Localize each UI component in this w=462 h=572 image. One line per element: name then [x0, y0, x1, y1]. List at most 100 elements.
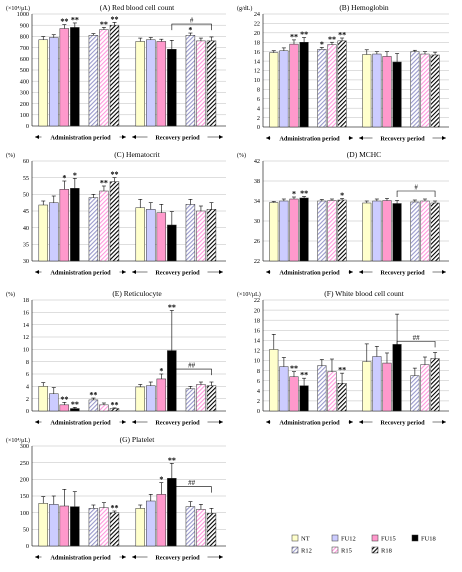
bar: [38, 39, 48, 127]
y-tick-label: 12: [23, 334, 29, 341]
legend-label: FU12: [341, 536, 356, 543]
period-label: Administration period: [50, 419, 111, 426]
bar: [392, 203, 402, 262]
period-label-bg: [270, 417, 349, 426]
arrow-head-left: [35, 555, 39, 559]
significance-label: **: [71, 400, 79, 409]
bar: [299, 385, 309, 412]
arrow-head-right: [349, 136, 353, 140]
bracket-label: ##: [188, 479, 196, 487]
comparison-bracket: [396, 341, 436, 348]
chart-panel: (×10⁴/μL) (A) Red blood cell count 0 100 200…: [6, 3, 226, 141]
arrow-head-right: [219, 135, 223, 139]
bar: [88, 508, 99, 547]
legend-swatch: [291, 546, 299, 554]
arrow-head-right: [122, 270, 126, 274]
y-tick-label: 0: [26, 408, 29, 415]
bracket-label: #: [190, 17, 194, 25]
y-tick-label: 10: [23, 347, 29, 354]
bar: [206, 40, 217, 127]
significance-label: **: [89, 391, 97, 400]
arrow-head-right: [219, 555, 223, 559]
period-label-bg: [372, 133, 433, 142]
y-tick-label: 8: [26, 359, 29, 366]
bar: [372, 356, 382, 412]
y-tick-label: 16: [254, 327, 260, 334]
bar: [99, 507, 109, 547]
chart-panel: (×10⁴/μL) (G) Platelet 0 50 100 150 200 250 300 *…: [6, 435, 226, 561]
y-tick-label: 18: [23, 297, 29, 304]
arrow-head-left: [35, 135, 39, 139]
significance-label: **: [71, 15, 79, 24]
significance-label: *: [320, 40, 324, 49]
arrow-head-left: [132, 555, 136, 559]
significance-label: **: [338, 366, 346, 375]
arrow-head-left: [132, 135, 136, 139]
period-label-bg: [372, 417, 433, 426]
bar: [185, 506, 196, 547]
bar: [430, 54, 440, 128]
legend-label: FU18: [421, 536, 436, 543]
period-label: Administration period: [50, 269, 111, 276]
arrow-head-left: [266, 420, 270, 424]
y-axis-label: (%): [6, 291, 15, 298]
period-label: Administration period: [50, 134, 111, 141]
chart-panel: (%) (E) Reticulocyte024681012141618******…: [6, 289, 226, 426]
arrow-head-left: [266, 136, 270, 140]
bar: [269, 52, 279, 128]
chart-title: (G) Platelet: [120, 435, 156, 444]
y-tick-label: 500: [20, 67, 29, 74]
bar: [135, 386, 145, 412]
y-tick-label: 300: [20, 443, 29, 450]
bar: [146, 500, 156, 547]
legend-label: R15: [341, 548, 352, 555]
bar: [99, 190, 109, 262]
bar: [420, 364, 430, 412]
bar: [196, 210, 206, 262]
bar: [196, 384, 206, 412]
legend-label: R18: [381, 548, 392, 555]
bar: [70, 506, 80, 547]
bar: [88, 399, 99, 412]
y-tick-label: 2: [257, 398, 260, 405]
period-label: Recovery period: [380, 269, 425, 276]
period-label: Administration period: [50, 554, 111, 561]
bar: [167, 49, 177, 127]
bar: [410, 201, 420, 262]
y-tick-label: 100: [20, 510, 29, 517]
legend-swatch: [371, 534, 379, 542]
y-tick-label: 0: [26, 123, 29, 130]
y-tick-label: 50: [23, 527, 29, 534]
period-label-bg: [147, 552, 208, 561]
y-tick-label: 35: [23, 242, 29, 249]
legend-swatch: [371, 546, 379, 554]
y-axis-label: (g/dL): [237, 5, 252, 12]
bar: [70, 27, 80, 127]
significance-label: **: [110, 504, 118, 513]
bar: [337, 199, 347, 262]
chart-title: (E) Reticulocyte: [112, 289, 162, 298]
bar: [146, 39, 156, 127]
y-tick-label: 250: [20, 460, 29, 467]
y-tick-label: 1000: [17, 11, 29, 18]
bar: [362, 202, 372, 262]
y-tick-label: 22: [254, 258, 260, 265]
y-tick-label: 18: [254, 317, 260, 324]
significance-label: **: [110, 400, 118, 409]
period-label: Administration period: [279, 269, 340, 276]
chart-title: (A) Red blood cell count: [100, 3, 175, 12]
significance-label: **: [328, 35, 336, 44]
arrow-head-right: [219, 270, 223, 274]
y-tick-label: 38: [254, 178, 260, 185]
y-tick-label: 50: [23, 192, 29, 199]
arrow-head-right: [442, 270, 446, 274]
y-tick-label: 8: [257, 368, 260, 375]
bar: [146, 385, 156, 412]
bar: [196, 40, 206, 127]
arrow-head-right: [122, 135, 126, 139]
y-tick-label: 30: [23, 258, 29, 265]
bar: [420, 53, 430, 128]
bar: [279, 366, 289, 412]
y-tick-label: 14: [23, 322, 29, 329]
